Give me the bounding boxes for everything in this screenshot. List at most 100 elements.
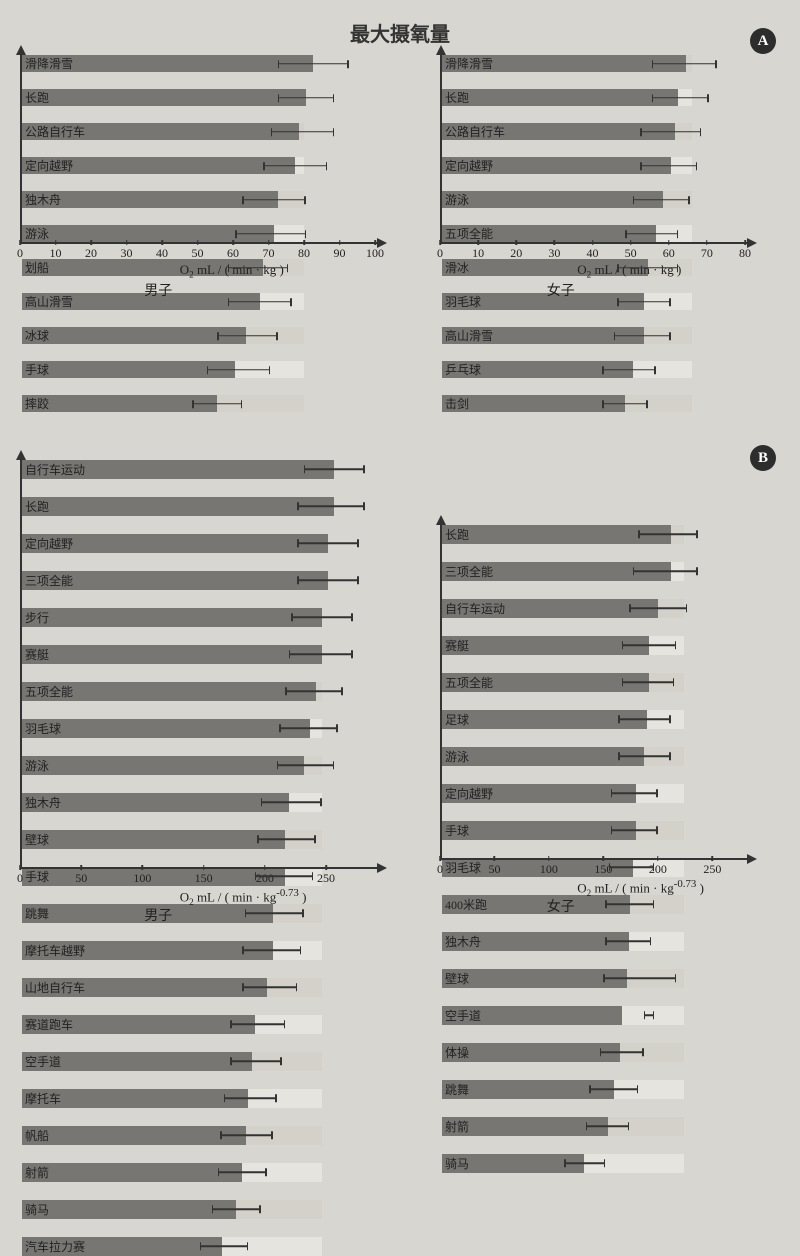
bar-row: 独木舟 bbox=[22, 793, 375, 812]
error-bar bbox=[245, 913, 304, 915]
bar-label: 跳舞 bbox=[445, 1081, 469, 1098]
error-bar bbox=[242, 199, 306, 201]
x-tick: 70 bbox=[263, 246, 275, 261]
bar-label: 游泳 bbox=[25, 757, 49, 774]
bar-label: 摩托车 bbox=[25, 1090, 61, 1107]
error-bar bbox=[617, 267, 678, 269]
error-bar bbox=[212, 1209, 261, 1211]
bar-row: 游泳 bbox=[442, 191, 745, 208]
x-axis bbox=[440, 242, 747, 244]
bar-label: 400米跑 bbox=[445, 896, 487, 913]
bar bbox=[442, 191, 663, 208]
x-tick: 200 bbox=[256, 871, 274, 886]
x-tick: 40 bbox=[156, 246, 168, 261]
bar-row: 五项全能 bbox=[442, 225, 745, 242]
bar-label: 定向越野 bbox=[445, 157, 493, 174]
bar-row: 滑降滑雪 bbox=[442, 55, 745, 72]
bar bbox=[22, 756, 304, 775]
x-tick: 250 bbox=[703, 862, 721, 877]
error-bar bbox=[278, 97, 335, 99]
x-tick: 100 bbox=[366, 246, 384, 261]
bar bbox=[22, 89, 306, 106]
error-bar bbox=[611, 793, 658, 795]
bar bbox=[442, 710, 647, 729]
x-tick: 0 bbox=[437, 246, 443, 261]
error-bar bbox=[220, 1135, 273, 1137]
bar-row: 足球 bbox=[442, 710, 745, 729]
bar-row: 长跑 bbox=[22, 497, 375, 516]
bar-row: 定向越野 bbox=[22, 534, 375, 553]
error-bar bbox=[622, 682, 674, 684]
bar-row: 空手道 bbox=[22, 1052, 375, 1071]
error-bar bbox=[605, 941, 651, 943]
bar-row: 击剑 bbox=[442, 395, 745, 412]
bar-label: 长跑 bbox=[25, 89, 49, 106]
x-tick: 50 bbox=[75, 871, 87, 886]
bar-label: 划船 bbox=[25, 259, 49, 276]
bar-label: 空手道 bbox=[445, 1007, 481, 1024]
x-axis bbox=[20, 867, 377, 869]
bar-label: 高山滑雪 bbox=[445, 327, 493, 344]
bar-row: 自行车运动 bbox=[22, 460, 375, 479]
bar-label: 冰球 bbox=[25, 327, 49, 344]
error-bar bbox=[618, 756, 670, 758]
bar-label: 定向越野 bbox=[445, 785, 493, 802]
error-bar bbox=[263, 165, 327, 167]
error-bar bbox=[614, 335, 671, 337]
bar-row: 长跑 bbox=[22, 89, 375, 106]
bar-label: 五项全能 bbox=[445, 674, 493, 691]
bar-row: 定向越野 bbox=[442, 784, 745, 803]
bar-row: 独木舟 bbox=[22, 191, 375, 208]
x-tick: 30 bbox=[548, 246, 560, 261]
panel-b-male: 自行车运动长跑定向越野三项全能步行赛艇五项全能羽毛球游泳独木舟壁球手球跳舞摩托车… bbox=[20, 460, 395, 867]
error-bar bbox=[586, 1126, 630, 1128]
bar-row: 定向越野 bbox=[22, 157, 375, 174]
x-tick: 0 bbox=[17, 871, 23, 886]
panel-b-female: 长跑三项全能自行车运动赛艇五项全能足球游泳定向越野手球羽毛球400米跑独木舟壁球… bbox=[440, 525, 765, 858]
bar-row: 赛道跑车 bbox=[22, 1015, 375, 1034]
bar-row: 射箭 bbox=[442, 1117, 745, 1136]
error-bar bbox=[230, 1061, 281, 1063]
error-bar bbox=[289, 654, 353, 656]
x-axis-label: O2 mL / ( min · kg-0.73 ) bbox=[180, 887, 307, 907]
bar-row: 五项全能 bbox=[22, 682, 375, 701]
bar-row: 长跑 bbox=[442, 525, 745, 544]
bar-label: 射箭 bbox=[25, 1164, 49, 1181]
bar bbox=[22, 327, 246, 344]
x-tick: 30 bbox=[121, 246, 133, 261]
x-tick: 250 bbox=[317, 871, 335, 886]
bar bbox=[22, 608, 322, 627]
bar-label: 长跑 bbox=[445, 526, 469, 543]
x-tick: 70 bbox=[701, 246, 713, 261]
bar-label: 手球 bbox=[25, 361, 49, 378]
error-bar bbox=[638, 534, 698, 536]
error-bar bbox=[603, 978, 676, 980]
error-bar bbox=[564, 1163, 605, 1165]
x-axis-label: O2 mL / ( min · kg ) bbox=[577, 262, 681, 280]
x-tick: 0 bbox=[17, 246, 23, 261]
error-bar bbox=[224, 1098, 277, 1100]
bar bbox=[442, 969, 627, 988]
bar-label: 五项全能 bbox=[25, 683, 73, 700]
x-tick: 40 bbox=[587, 246, 599, 261]
bar-label: 独木舟 bbox=[445, 933, 481, 950]
bar-label: 步行 bbox=[25, 609, 49, 626]
bar-row: 游泳 bbox=[22, 225, 375, 242]
bar-label: 独木舟 bbox=[25, 191, 61, 208]
bar bbox=[22, 645, 322, 664]
bar-row: 赛艇 bbox=[442, 636, 745, 655]
bar bbox=[22, 395, 217, 412]
bar-row: 壁球 bbox=[22, 830, 375, 849]
error-bar bbox=[297, 506, 364, 508]
bar-row: 空手道 bbox=[442, 1006, 745, 1025]
badge-b: B bbox=[750, 445, 776, 471]
bar-row: 游泳 bbox=[22, 756, 375, 775]
bar-label: 骑马 bbox=[25, 1201, 49, 1218]
x-tick: 60 bbox=[663, 246, 675, 261]
bar-label: 击剑 bbox=[445, 395, 469, 412]
bar-label: 赛艇 bbox=[445, 637, 469, 654]
panel-sub-label: 男子 bbox=[144, 280, 172, 300]
bar-row: 三项全能 bbox=[442, 562, 745, 581]
bar-label: 游泳 bbox=[445, 191, 469, 208]
x-tick: 60 bbox=[227, 246, 239, 261]
